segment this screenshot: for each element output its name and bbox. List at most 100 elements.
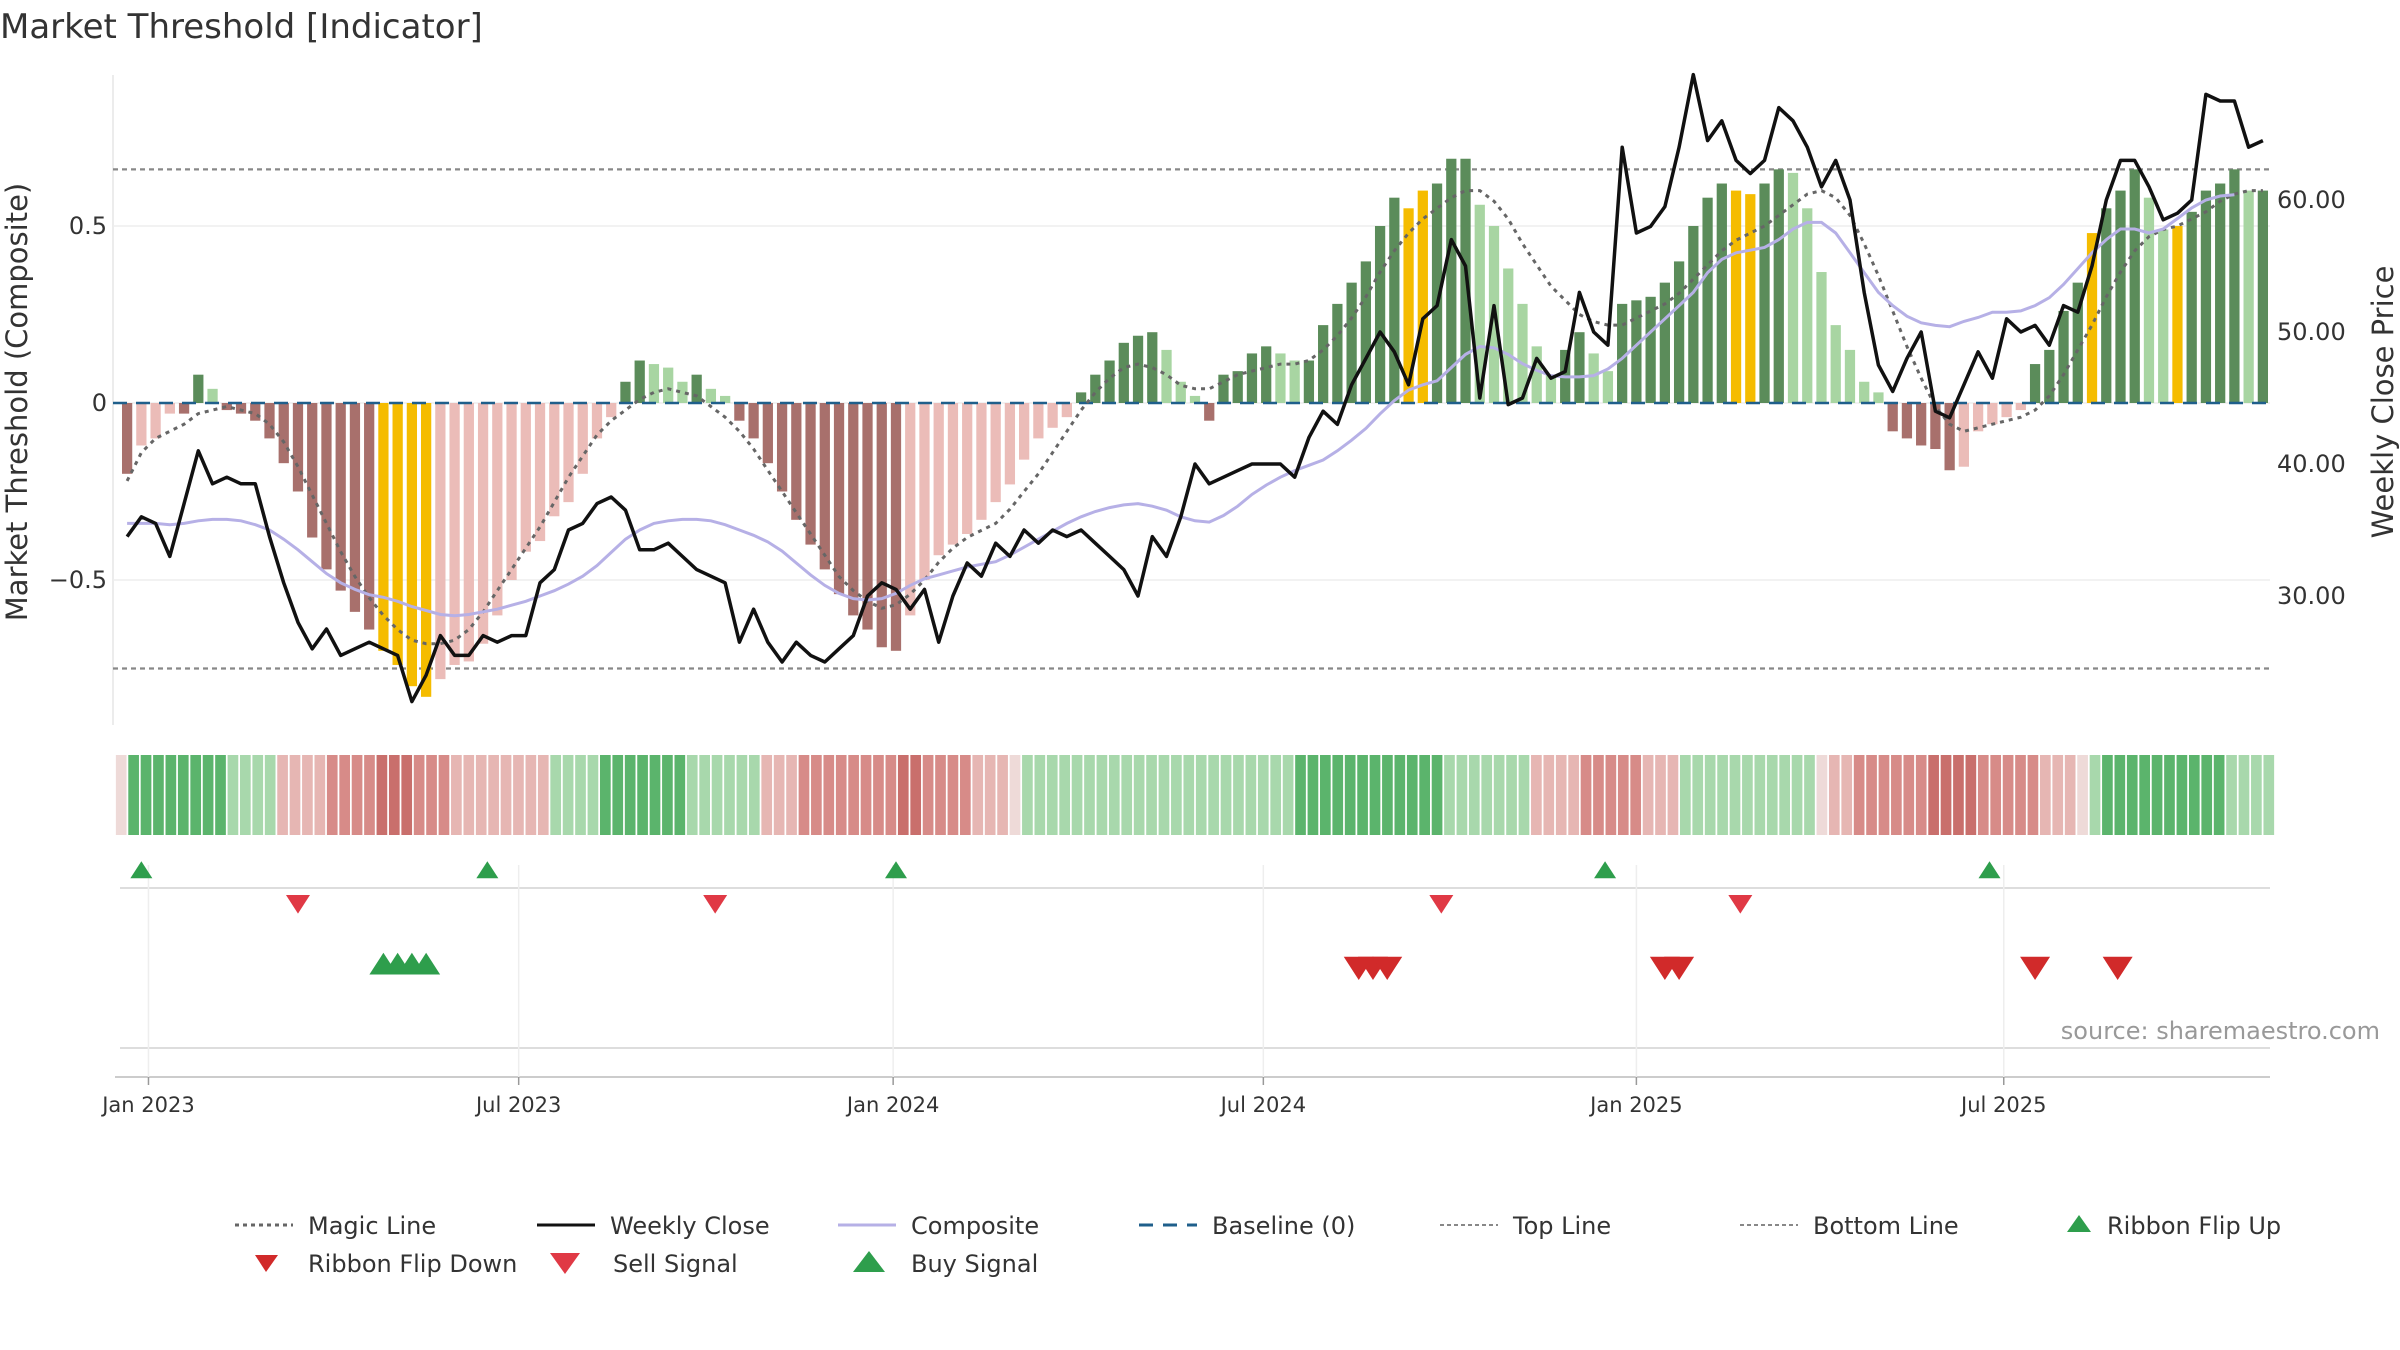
ribbon-cell [736, 755, 748, 835]
composite-bar [734, 403, 745, 421]
ribbon-cell [1953, 755, 1964, 835]
legend-label: Magic Line [308, 1212, 436, 1240]
composite-bar [577, 403, 588, 474]
composite-bar [1246, 353, 1258, 403]
sell-signal-marker [285, 895, 310, 914]
ribbon-cell [2064, 755, 2076, 835]
ribbon-cell [451, 755, 462, 835]
y2-tick-label: 60.00 [2277, 186, 2346, 214]
ribbon-cell [115, 755, 127, 835]
composite-bar [990, 403, 1001, 503]
ribbon-cell [587, 755, 599, 835]
composite-bar [534, 403, 546, 542]
ribbon-cell [1009, 755, 1021, 835]
buy-signal-marker [1978, 861, 2001, 879]
composite-bar [1218, 374, 1229, 403]
ribbon-cell [2102, 755, 2113, 835]
ribbon-cell [401, 755, 413, 835]
ribbon-cell [562, 755, 574, 835]
ribbon-cell [1729, 755, 1741, 835]
ribbon-cell [1394, 755, 1406, 835]
ribbon-cell [1940, 755, 1952, 835]
ribbon-cell [351, 755, 363, 835]
composite-bar [1659, 282, 1670, 403]
composite-bar [1887, 403, 1898, 432]
composite-bar [2158, 229, 2169, 403]
source-note: source: sharemaestro.com [2061, 1017, 2380, 1045]
ribbon-cell [1034, 755, 1046, 835]
ribbon-cell [947, 755, 959, 835]
ribbon-cell [1828, 755, 1840, 835]
composite-bar [2129, 169, 2140, 403]
ribbon-cell [823, 755, 835, 835]
ribbon-cell [1406, 755, 1418, 835]
ribbon-cell [1332, 755, 1344, 835]
composite-bar [1602, 371, 1614, 403]
ribbon-cell [1121, 755, 1133, 835]
ribbon-cell [1915, 755, 1927, 835]
ribbon-cell [1307, 755, 1319, 835]
ribbon-cell [488, 755, 499, 835]
ribbon-cell [699, 755, 710, 835]
composite-bar [1930, 403, 1941, 450]
composite-bar [1873, 392, 1884, 403]
ribbon-cell [910, 755, 922, 835]
composite-bar [862, 403, 873, 630]
composite-bar [506, 403, 517, 580]
ribbon-cell [475, 755, 487, 835]
weekly-close-line [125, 72, 2264, 704]
composite-bar [2186, 211, 2197, 403]
y-ticks: 0.5 0 −0.5 60.00 50.00 40.00 30.00 [49, 186, 2346, 610]
composite-bar [278, 403, 289, 464]
composite-bar [1332, 303, 1343, 403]
composite-bar [2029, 364, 2041, 403]
ribbon-cell [1531, 755, 1542, 835]
legend-label: Sell Signal [613, 1250, 738, 1278]
composite-bar [1147, 332, 1158, 403]
ribbon-cell [860, 755, 872, 835]
ribbon-cell [848, 755, 859, 835]
ribbon-cell [215, 755, 226, 835]
ribbon-cell [1977, 755, 1989, 835]
composite-bar [620, 381, 631, 403]
ribbon-cell [153, 755, 164, 835]
x-tick-label: Jul 2024 [1219, 1093, 1306, 1117]
composite-bar [492, 403, 503, 616]
composite-bar [2257, 190, 2269, 403]
ribbon-cell [1779, 755, 1790, 835]
sell-signal-marker [1728, 895, 1753, 914]
composite-bar [1545, 374, 1557, 403]
ribbon-strip [115, 755, 2275, 835]
ribbon-cell [922, 755, 934, 835]
composite-bar [2229, 169, 2240, 403]
ribbon-cell [1754, 755, 1766, 835]
ribbon-cell [1369, 755, 1381, 835]
ribbon-cell [264, 755, 276, 835]
legend-label: Ribbon Flip Up [2107, 1212, 2281, 1240]
legend-label: Ribbon Flip Down [308, 1250, 517, 1278]
composite-bar [1175, 381, 1186, 403]
ribbon-cell [1878, 755, 1890, 835]
ribbon-cell [2077, 755, 2088, 835]
composite-bar [748, 403, 759, 439]
ribbon-cell [1804, 755, 1815, 835]
composite-bar [2101, 208, 2112, 403]
x-ticks: Jan 2023 Jul 2023 Jan 2024 Jul 2024 Jan 2025… [100, 1077, 2046, 1117]
y2-axis-title: Weekly Close Price [2366, 266, 2400, 539]
legend-swatch [550, 1253, 580, 1274]
ribbon-cell [1195, 755, 1207, 835]
composite-bar [833, 403, 845, 595]
composite-bar [962, 403, 973, 534]
ribbon-cell [1841, 755, 1853, 835]
ribbon-cell [314, 755, 326, 835]
ribbon-cell [711, 755, 723, 835]
ribbon-cell [1295, 755, 1306, 835]
composite-bar [1004, 403, 1016, 485]
ribbon-cell [1233, 755, 1244, 835]
composite-bar [1474, 204, 1485, 403]
ribbon-cell [1344, 755, 1356, 835]
composite-bar [2243, 190, 2254, 403]
legend: Magic Line Weekly Close Composite Baseline … [235, 1212, 2281, 1278]
ribbon-cell [2114, 755, 2126, 835]
